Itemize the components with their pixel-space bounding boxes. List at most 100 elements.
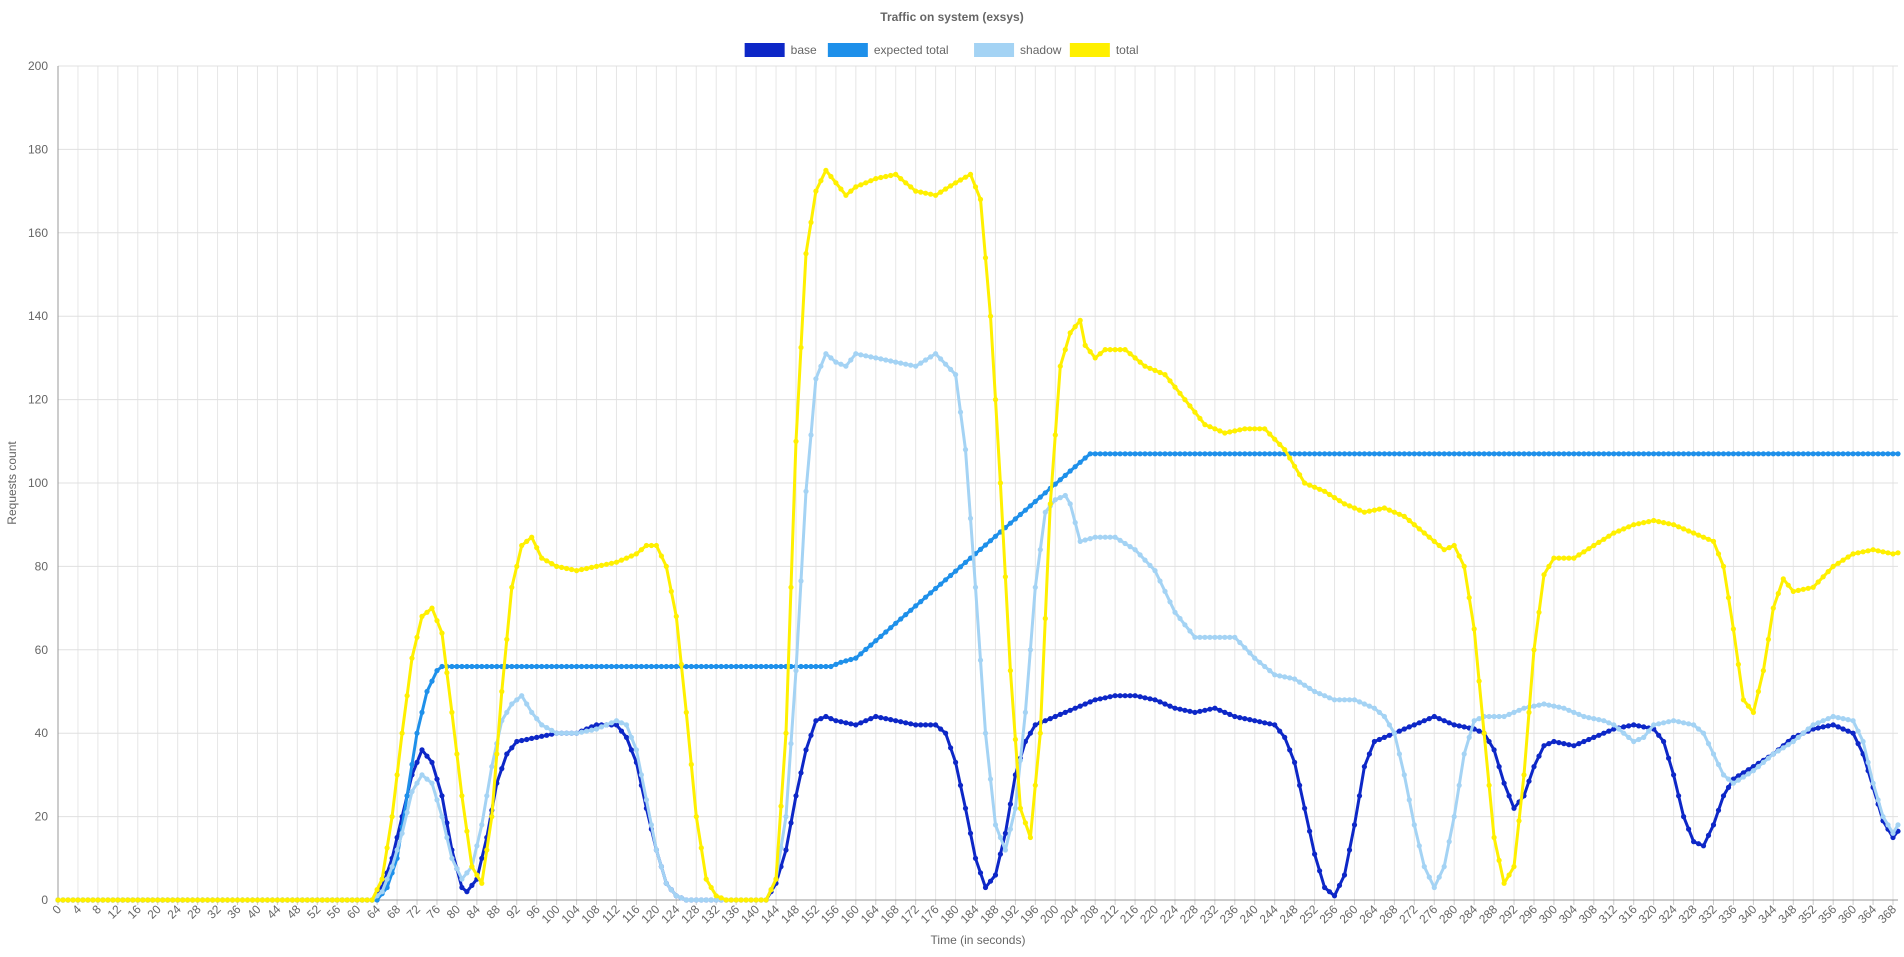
data-point <box>1092 355 1098 361</box>
data-point <box>1446 451 1452 457</box>
data-point <box>1187 403 1193 409</box>
x-tick-label: 272 <box>1396 902 1420 926</box>
data-point <box>903 720 909 726</box>
data-point <box>618 663 625 670</box>
data-point <box>1356 451 1363 457</box>
data-point <box>613 722 620 728</box>
data-point <box>1396 728 1402 734</box>
data-point <box>823 713 829 720</box>
data-point <box>1541 451 1547 457</box>
data-point <box>1805 451 1811 457</box>
data-point <box>1267 451 1273 457</box>
data-point <box>1302 805 1308 811</box>
data-point <box>1461 724 1467 730</box>
x-tick-label: 348 <box>1775 902 1799 926</box>
data-point <box>1830 451 1836 457</box>
data-point <box>65 897 71 903</box>
data-point <box>1386 507 1392 513</box>
data-point <box>319 897 325 903</box>
data-point <box>1501 880 1507 886</box>
data-point <box>1576 711 1582 718</box>
data-point <box>967 171 974 177</box>
legend-item-expected-total[interactable]: expected total <box>827 43 949 57</box>
data-point <box>1431 451 1437 457</box>
data-point <box>997 851 1004 857</box>
data-point <box>1616 726 1622 732</box>
data-point <box>1366 703 1372 709</box>
data-point <box>1710 751 1717 757</box>
x-tick-label: 60 <box>344 902 364 922</box>
data-point <box>928 354 934 360</box>
data-point <box>1142 451 1148 457</box>
data-point <box>1052 713 1058 720</box>
data-point <box>1466 734 1472 741</box>
x-tick-label: 8 <box>89 902 104 917</box>
data-point <box>1292 676 1298 682</box>
data-point <box>1850 551 1856 557</box>
data-point <box>1087 451 1093 457</box>
data-point <box>1825 716 1831 722</box>
data-point <box>673 613 679 620</box>
data-point <box>1561 741 1567 747</box>
data-point <box>1062 347 1068 353</box>
data-point <box>529 663 535 670</box>
data-point <box>489 663 495 670</box>
data-point <box>1780 576 1786 582</box>
data-point <box>524 701 530 707</box>
data-point <box>843 192 849 198</box>
x-tick-label: 168 <box>878 902 902 926</box>
legend-item-total[interactable]: total <box>1069 43 1139 57</box>
data-point <box>1501 451 1507 457</box>
data-point <box>1262 426 1268 432</box>
data-point <box>1591 451 1597 457</box>
data-point <box>1561 451 1567 457</box>
data-point <box>698 897 704 903</box>
data-point <box>1426 451 1432 457</box>
data-point <box>987 776 994 782</box>
data-point <box>509 663 515 670</box>
x-tick-label: 300 <box>1536 902 1560 926</box>
data-point <box>419 613 425 620</box>
data-point <box>1067 707 1073 713</box>
data-point <box>1322 488 1328 494</box>
data-point <box>459 793 465 799</box>
data-point <box>1282 447 1288 453</box>
data-point <box>449 709 455 716</box>
data-point <box>1346 847 1353 853</box>
data-point <box>359 897 365 903</box>
data-point <box>1631 738 1637 745</box>
data-point <box>1077 703 1083 709</box>
data-point <box>1855 550 1861 556</box>
data-point <box>1636 736 1642 743</box>
data-point <box>1710 538 1717 545</box>
data-point <box>1880 549 1886 555</box>
data-point <box>424 688 430 695</box>
data-point <box>748 897 754 903</box>
data-point <box>1686 721 1692 727</box>
data-point <box>1700 451 1707 457</box>
data-point <box>977 546 984 553</box>
data-point <box>992 397 999 403</box>
legend-item-base[interactable]: base <box>744 43 817 57</box>
data-point <box>1346 503 1353 509</box>
data-point <box>1441 864 1447 870</box>
data-point <box>224 897 231 903</box>
data-point <box>1137 359 1143 365</box>
data-point <box>1157 369 1163 376</box>
data-point <box>1815 451 1821 457</box>
data-point <box>873 176 879 182</box>
data-point <box>1531 703 1537 709</box>
data-point <box>1361 451 1367 457</box>
data-point <box>977 870 984 876</box>
legend-item-shadow[interactable]: shadow <box>974 43 1062 57</box>
data-point <box>1446 720 1452 726</box>
data-point <box>1391 730 1397 736</box>
data-point <box>1780 451 1786 457</box>
data-point <box>1421 451 1427 457</box>
data-point <box>1366 451 1372 457</box>
data-point <box>349 897 355 903</box>
data-point <box>1770 751 1776 757</box>
data-point <box>1646 728 1652 734</box>
data-point <box>1192 409 1198 415</box>
data-point <box>1676 524 1682 530</box>
